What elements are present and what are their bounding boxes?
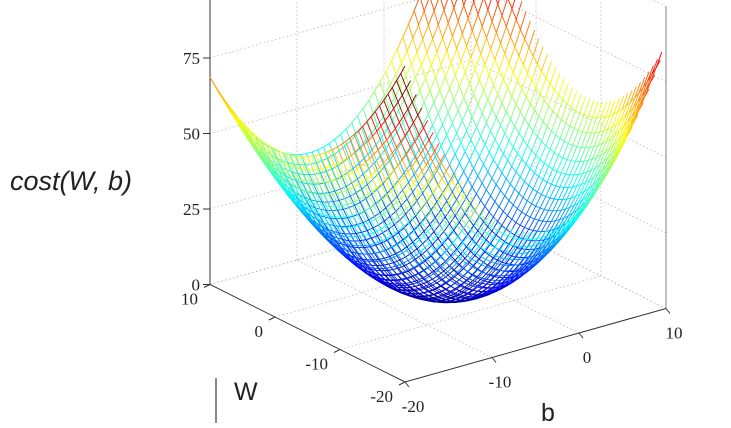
y-axis-label: b (541, 399, 555, 427)
z-tick-label: 0 (192, 276, 201, 295)
grid-lines (209, 0, 667, 383)
z-tick-label: 25 (183, 200, 200, 219)
w-tick-label: 10 (181, 290, 198, 309)
z-axis-label: cost(W, b) (10, 166, 132, 196)
x-axis-label: W (234, 378, 258, 406)
b-tick-label: 0 (583, 348, 592, 367)
z-tick-label: 50 (183, 125, 200, 144)
cost-surface-mesh (209, 0, 663, 304)
w-tick-label: 0 (255, 322, 264, 341)
w-tick-label: -10 (305, 355, 328, 374)
axes-frame (209, 0, 667, 383)
b-tick-label: -10 (489, 373, 512, 392)
b-tick-label: 10 (666, 324, 683, 343)
w-tick-label: -20 (370, 387, 393, 406)
z-tick-label: 75 (183, 49, 200, 68)
b-tick-label: -20 (402, 397, 425, 416)
